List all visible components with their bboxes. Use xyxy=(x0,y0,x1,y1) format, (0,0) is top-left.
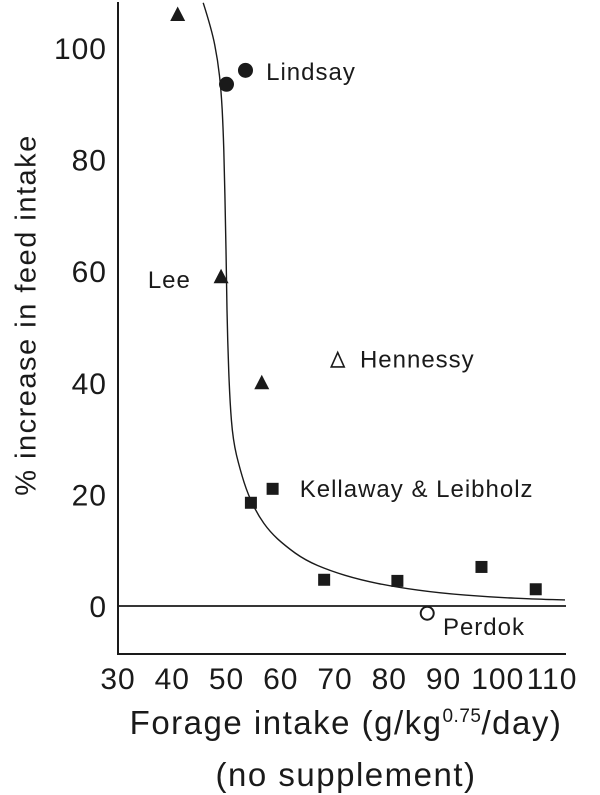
marker-filled-circle xyxy=(237,62,253,78)
marker-filled-triangle xyxy=(170,6,186,22)
marker-open-circle xyxy=(419,605,435,621)
marker-filled-triangle xyxy=(213,268,229,284)
y-tick-label: 40 xyxy=(72,368,107,401)
x-tick-label: 100 xyxy=(471,663,524,696)
marker-filled-square xyxy=(391,574,404,587)
x-axis-subtitle: (no supplement) xyxy=(215,756,477,793)
x-axis-title-suffix: /day) xyxy=(481,704,563,741)
y-tick-label: 20 xyxy=(72,479,107,512)
y-tick-label: 0 xyxy=(89,591,107,624)
marker-filled-square xyxy=(244,496,257,509)
marker-filled-square xyxy=(266,482,279,495)
y-tick-label: 80 xyxy=(72,145,107,178)
x-tick-label: 70 xyxy=(317,663,352,696)
marker-filled-circle xyxy=(219,76,234,92)
x-tick-label: 30 xyxy=(100,663,135,696)
series-annotation-label: Hennessy xyxy=(360,347,475,374)
marker-filled-square xyxy=(475,560,488,573)
x-axis-title: Forage intake (g/kg0.75/day) xyxy=(96,704,596,742)
fitted-curve xyxy=(202,2,566,601)
x-axis-title-prefix: Forage intake (g/kg xyxy=(129,704,443,741)
series-annotation-label: Lee xyxy=(148,267,191,294)
series-annotation-label: Kellaway & Leibholz xyxy=(300,476,534,503)
marker-filled-square xyxy=(318,573,331,586)
y-tick-label: 100 xyxy=(54,33,107,66)
series-annotation-label: Lindsay xyxy=(266,59,356,86)
y-tick-label: 60 xyxy=(72,256,107,289)
marker-filled-triangle xyxy=(254,374,270,390)
marker-open-triangle xyxy=(329,350,346,368)
series-annotation-label: Perdok xyxy=(443,614,525,641)
x-tick-label: 80 xyxy=(372,663,407,696)
plot-generated-content: 30 40 50 60 70 80 90 100 110020406080100LindsayL… xyxy=(54,2,578,696)
x-tick-label: 50 xyxy=(209,663,244,696)
x-tick-label: 110 xyxy=(527,663,578,696)
x-tick-label: 40 xyxy=(155,663,190,696)
x-tick-label: 60 xyxy=(263,663,298,696)
x-tick-label: 90 xyxy=(426,663,461,696)
y-axis-title: % increase in feed intake xyxy=(10,134,43,496)
marker-filled-square xyxy=(529,583,542,596)
x-axis-title-superscript: 0.75 xyxy=(442,706,482,727)
